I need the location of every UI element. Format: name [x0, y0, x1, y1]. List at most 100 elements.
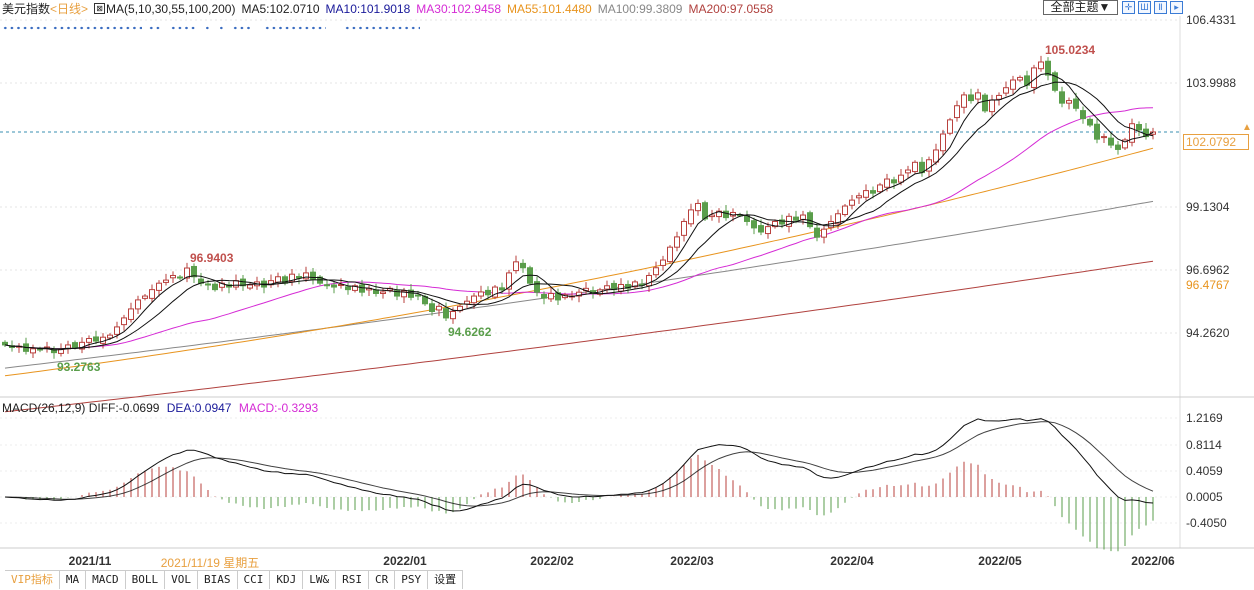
candle-up: [653, 267, 659, 276]
candle-up: [961, 94, 967, 108]
candle-up: [947, 119, 953, 134]
candle-up: [513, 261, 519, 272]
crosshair-icon[interactable]: ✛: [1122, 1, 1135, 14]
candle-down: [177, 276, 183, 279]
candle-up: [1101, 136, 1107, 139]
candle-up: [163, 279, 169, 283]
tab-kdj[interactable]: KDJ: [270, 571, 304, 589]
tab-rsi[interactable]: RSI: [336, 571, 369, 589]
theme-select[interactable]: 全部主题▼: [1043, 0, 1118, 15]
tab-macd[interactable]: MACD: [86, 571, 126, 589]
chart-header: 美元指数 <日线> ⊠ MA(5,10,30,55,100,200) MA5:1…: [2, 1, 773, 17]
candle-down: [793, 216, 799, 221]
candle-down: [541, 294, 547, 299]
candle-up: [1066, 100, 1072, 104]
tab-cr[interactable]: CR: [369, 571, 396, 589]
tab-lwr[interactable]: LW&: [303, 571, 337, 589]
macd-axis-label: 0.0005: [1186, 490, 1223, 504]
tab-boll[interactable]: BOLL: [125, 571, 166, 589]
candle-down: [1045, 60, 1051, 76]
event-markers[interactable]: [264, 26, 326, 30]
candle-up: [898, 174, 904, 183]
candle-up: [86, 337, 92, 343]
candle-down: [870, 190, 876, 194]
candle-down: [310, 271, 316, 280]
candle-up: [856, 195, 862, 199]
macd-value: MACD:-0.3293: [238, 401, 319, 415]
zoom-in-icon[interactable]: Ш: [1138, 1, 1151, 14]
candle-up: [1003, 87, 1009, 94]
event-markers[interactable]: [170, 26, 198, 30]
event-markers[interactable]: [52, 26, 142, 30]
candle-down: [1087, 118, 1093, 126]
event-markers[interactable]: [232, 26, 252, 30]
event-markers[interactable]: [218, 26, 224, 30]
date-label: 2022/06: [1131, 554, 1175, 568]
price-axis-label: 103.9988: [1186, 76, 1237, 90]
macd-diff: DIFF:-0.0699: [88, 401, 160, 415]
move-right-icon[interactable]: ▸: [1170, 1, 1183, 14]
candle-up: [170, 274, 176, 279]
event-markers[interactable]: [148, 26, 162, 30]
tab-cci[interactable]: CCI: [237, 571, 271, 589]
candle-up: [184, 267, 190, 279]
tab-bias[interactable]: BIAS: [198, 571, 238, 589]
candle-up: [142, 295, 148, 299]
tab-ma[interactable]: MA: [59, 571, 87, 589]
tab-psy[interactable]: PSY: [395, 571, 429, 589]
event-markers[interactable]: [2, 26, 48, 30]
tab-vol[interactable]: VOL: [165, 571, 198, 589]
ma55-axis-label: 96.4767: [1186, 278, 1230, 292]
low-annotation: 93.2763: [57, 360, 101, 374]
local-low-annotation: 94.6262: [448, 325, 492, 339]
macd-title: MACD(26,12,9): [2, 401, 86, 415]
candle-up: [660, 259, 666, 266]
candle-up: [681, 220, 687, 236]
candle-up: [716, 210, 722, 218]
candle-down: [1073, 98, 1079, 109]
zoom-out-icon[interactable]: Ⅱ: [1154, 1, 1167, 14]
ma100-line: [4, 200, 1154, 369]
candle-up: [604, 285, 610, 290]
tab-vip[interactable]: VIP指标: [5, 571, 60, 589]
price-axis-label: 106.4331: [1186, 13, 1237, 27]
event-markers[interactable]: [204, 26, 210, 30]
candle-up: [632, 281, 638, 288]
ma100-value: MA100:99.3809: [597, 1, 683, 16]
indicator-tabs: VIP指标 MA MACD BOLL VOL BIAS CCI KDJ LW& …: [5, 570, 464, 589]
candle-down: [205, 283, 211, 286]
candle-down: [331, 284, 337, 288]
candle-up: [135, 299, 141, 310]
candle-up: [401, 290, 407, 298]
candle-up: [576, 291, 582, 297]
candle-down: [779, 219, 785, 225]
price-axis-label: 94.2620: [1186, 326, 1230, 340]
candle-up: [492, 286, 498, 298]
period-selector[interactable]: <日线>: [50, 2, 89, 16]
candle-up: [772, 220, 778, 228]
candle-down: [359, 284, 365, 293]
macd-header: MACD(26,12,9) DIFF:-0.0699 DEA:0.0947 MA…: [2, 401, 318, 415]
candle-down: [296, 276, 302, 279]
macd-dea: DEA:0.0947: [166, 401, 232, 415]
candle-up: [996, 94, 1002, 100]
candle-down: [625, 283, 631, 289]
candle-down: [415, 294, 421, 297]
tab-settings[interactable]: 设置: [428, 571, 464, 589]
ma-settings-icon[interactable]: ⊠: [94, 3, 106, 14]
date-label: 2021/11: [68, 554, 112, 568]
candle-down: [429, 303, 435, 312]
candle-up: [233, 280, 239, 288]
macd-diff-line: [4, 418, 1154, 512]
candle-down: [534, 281, 540, 293]
candle-down: [758, 225, 764, 233]
macd-axis-label: -0.4050: [1186, 516, 1227, 530]
candle-up: [156, 282, 162, 291]
candle-down: [191, 265, 197, 278]
ma5-line: [4, 72, 1154, 351]
candle-up: [884, 178, 890, 188]
event-markers[interactable]: [344, 26, 420, 30]
price-marker-icon: ▲: [1242, 122, 1252, 133]
candle-down: [968, 94, 974, 102]
